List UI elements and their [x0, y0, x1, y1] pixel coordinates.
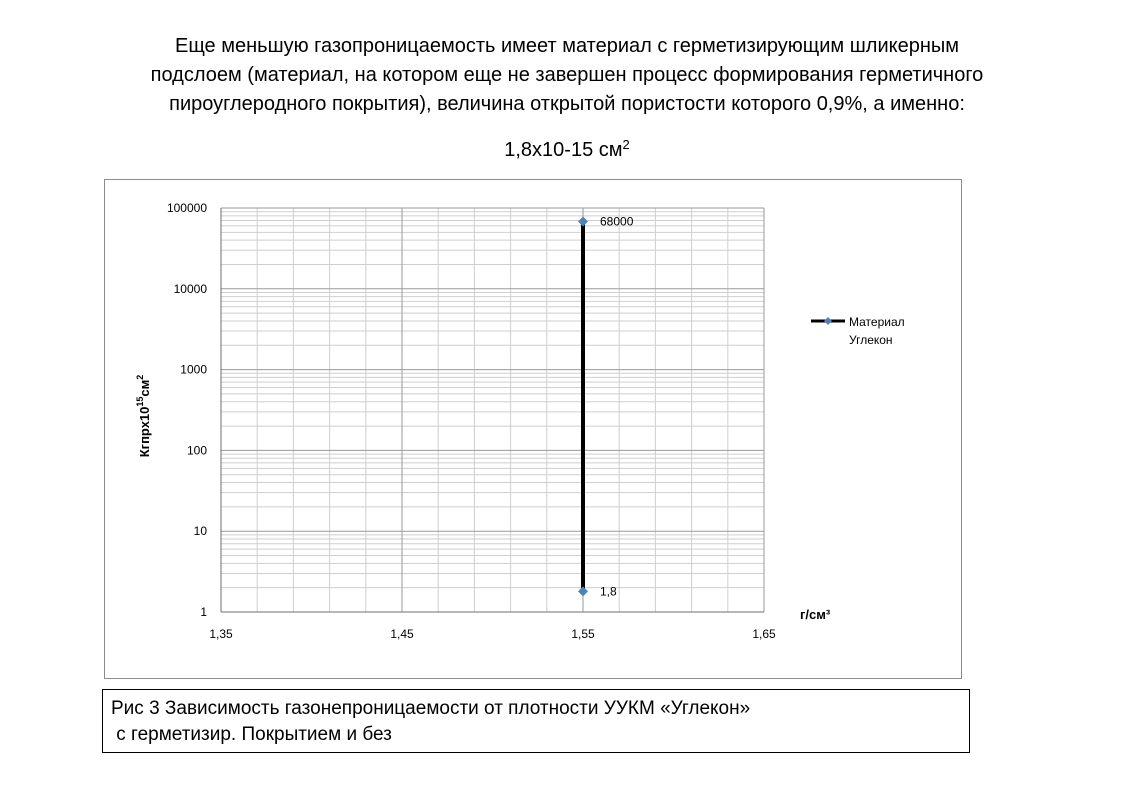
permeability-chart: 1 10 100 1000 10000 100000 1,35 1,45 1,55 1,65 г/с… — [135, 201, 905, 641]
permeability-value-exp: 2 — [622, 137, 630, 152]
y-tick-label: 10 — [194, 524, 208, 538]
data-point-marker — [578, 586, 588, 597]
axes: 1 10 100 1000 10000 100000 1,35 1,45 1,55 1,65 г/с… — [135, 201, 831, 641]
legend-label: Углекон — [849, 333, 893, 347]
y-tick-label: 10000 — [174, 282, 208, 296]
legend-swatch-marker — [824, 317, 832, 325]
legend-label: Материал — [849, 315, 905, 329]
grid — [220, 207, 765, 613]
legend: Материал Углекон — [811, 315, 905, 347]
y-axis-title-part: 2 — [135, 375, 145, 380]
y-tick-label: 1 — [200, 605, 207, 619]
x-tick-label: 1,35 — [209, 627, 233, 641]
y-axis-title: Кгпрх1015см2 — [135, 375, 152, 458]
x-tick-label: 1,45 — [390, 627, 414, 641]
series: 68000 1,8 — [578, 215, 634, 598]
y-axis-title-part: Кгпрх10 — [137, 407, 152, 458]
y-tick-label: 100 — [187, 443, 207, 457]
data-point-marker — [578, 216, 588, 227]
y-tick-label: 1000 — [180, 363, 207, 377]
x-tick-label: 1,65 — [752, 627, 776, 641]
caption-line-1: Рис 3 Зависимость газонепроницаемости от… — [111, 698, 751, 719]
permeability-value: 1,8х10-15 см2 — [0, 137, 1134, 162]
caption-line-2: с герметизир. Покрытием и без — [111, 724, 392, 745]
y-axis-title-part: см — [137, 380, 152, 397]
data-label: 1,8 — [600, 584, 617, 598]
x-tick-label: 1,55 — [571, 627, 595, 641]
chart-area: 1 10 100 1000 10000 100000 1,35 1,45 1,55 1,65 г/с… — [104, 179, 962, 679]
intro-line-2: подслоем (материал, на котором еще не за… — [150, 64, 984, 86]
permeability-value-text: 1,8х10-15 см — [504, 139, 623, 161]
intro-line-1: Еще меньшую газопроницаемость имеет мате… — [174, 35, 960, 57]
intro-line-3: пироуглеродного покрытия), величина откр… — [169, 93, 965, 115]
y-axis-title-part: 15 — [135, 397, 145, 407]
intro-paragraph: Еще меньшую газопроницаемость имеет мате… — [40, 32, 1094, 119]
figure-caption: Рис 3 Зависимость газонепроницаемости от… — [102, 689, 970, 753]
data-label: 68000 — [600, 215, 634, 229]
x-axis-title: г/см³ — [800, 607, 831, 622]
y-tick-label: 100000 — [167, 201, 207, 215]
